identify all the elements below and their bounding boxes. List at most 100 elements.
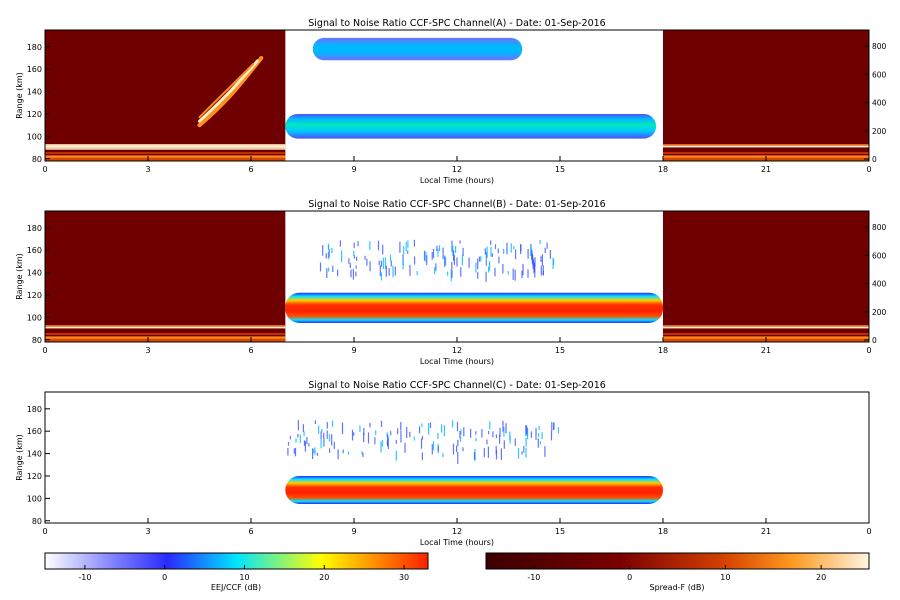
colorbar-eej-label: EEJ/CCF (dB) [211,583,261,592]
eej-scatter-streak [359,425,361,432]
x-tick-label: 3 [145,346,150,355]
x-tick-label: 9 [351,346,356,355]
eej-scatter-streak [509,431,511,440]
eej-scatter-streak [351,429,354,441]
eej-scatter-streak [457,439,459,447]
eej-scatter-streak [447,271,449,276]
eej-scatter-streak [481,429,483,438]
eej-scatter-streak [506,242,508,255]
eej-scatter-streak [475,438,477,442]
eej-scatter-streak [460,429,462,435]
right-tick-label: 400 [872,280,887,289]
right-tick-label: 400 [872,99,887,108]
x-axis-label: Local Time (hours) [420,538,494,547]
eej-scatter-streak [539,441,541,445]
eej-scatter-streak [542,265,544,276]
eej-scatter-streak [380,441,382,453]
spread-f-stripe [663,326,869,329]
y-tick-label: 80 [32,155,42,164]
eej-scatter-streak [326,422,328,429]
colorbar-tick-label: 30 [399,573,409,582]
eej-scatter-streak [485,271,487,282]
eej-scatter-streak [380,272,383,281]
eej-scatter-streak [369,422,371,428]
eej-scatter-streak [326,268,328,278]
eej-scatter-streak [323,432,325,438]
plume-streak [198,59,259,123]
eej-scatter-streak [512,268,514,280]
y-tick-label: 140 [27,450,42,459]
spread-f-region [663,30,869,161]
eej-scatter-streak [459,436,462,442]
x-tick-label: 15 [555,346,565,355]
eej-scatter-streak [477,272,479,279]
eej-scatter-streak [550,431,553,441]
eej-scatter-streak [400,430,402,443]
eej-scatter-streak [406,427,408,438]
x-tick-label: 0 [42,527,47,536]
eej-scatter-streak [339,240,341,247]
eej-scatter-streak [452,443,455,455]
eej-scatter-streak [541,254,543,266]
eej-scatter-streak [442,247,444,260]
eej-scatter-streak [369,261,371,272]
eej-scatter-streak [325,253,327,259]
eej-scatter-streak [542,270,544,275]
eej-scatter-streak [553,423,555,430]
eej-scatter-streak [420,438,423,449]
spread-f-stripe [45,333,286,336]
eej-scatter-streak [375,430,377,435]
x-tick-label: 3 [145,165,150,174]
eej-scatter-streak [312,448,314,459]
eej-scatter-streak [557,427,559,434]
x-tick-label: 12 [452,165,462,174]
eej-scatter-streak [382,244,384,255]
x-tick-label: 18 [658,165,668,174]
y-tick-label: 100 [27,132,42,141]
eej-scatter-streak [526,431,528,437]
eej-scatter-streak [329,448,331,453]
eej-scatter-streak [321,428,323,433]
y-tick-label: 160 [27,65,42,74]
eej-scatter-streak [389,254,392,262]
eej-scatter-streak [342,449,344,454]
right-tick-label: 200 [872,308,887,317]
y-tick-label: 80 [32,336,42,345]
eej-scatter-streak [328,267,330,272]
eej-scatter-streak [392,265,394,278]
eej-scatter-streak [409,264,411,276]
eej-scatter-streak [331,420,334,427]
eej-scatter-streak [457,452,459,464]
eej-scatter-streak [453,250,455,261]
eej-scatter-streak [419,426,421,434]
eej-scatter-streak [470,428,472,438]
eej-scatter-streak [435,263,437,271]
eej-scatter-streak [453,255,455,265]
eej-scatter-streak [318,425,320,434]
eej-scatter-streak [521,451,523,455]
eej-scatter-streak [540,265,542,276]
eej-scatter-streak [313,449,315,454]
eej-scatter-streak [498,256,500,264]
eej-scatter-streak [304,441,306,452]
eej-scatter-streak [527,269,529,278]
y-tick-label: 140 [27,269,42,278]
spread-f-layer [45,144,286,150]
eej-scatter-streak [421,452,423,461]
spread-f-region [45,30,286,161]
eej-echo-layer [285,475,663,504]
eej-scatter-streak [399,241,401,253]
x-axis-label: Local Time (hours) [420,357,494,366]
eej-scatter-streak [328,248,330,258]
eej-scatter-streak [523,446,525,453]
eej-scatter-streak [416,270,418,276]
eej-scatter-streak [353,251,355,256]
eej-scatter-streak [377,240,380,251]
eej-scatter-streak [462,247,464,256]
eej-scatter-streak [499,434,501,444]
eej-scatter-streak [386,440,388,445]
eej-scatter-streak [494,267,496,277]
eej-scatter-streak [407,250,409,254]
x-tick-label: 18 [658,527,668,536]
x-tick-label: 21 [761,165,771,174]
